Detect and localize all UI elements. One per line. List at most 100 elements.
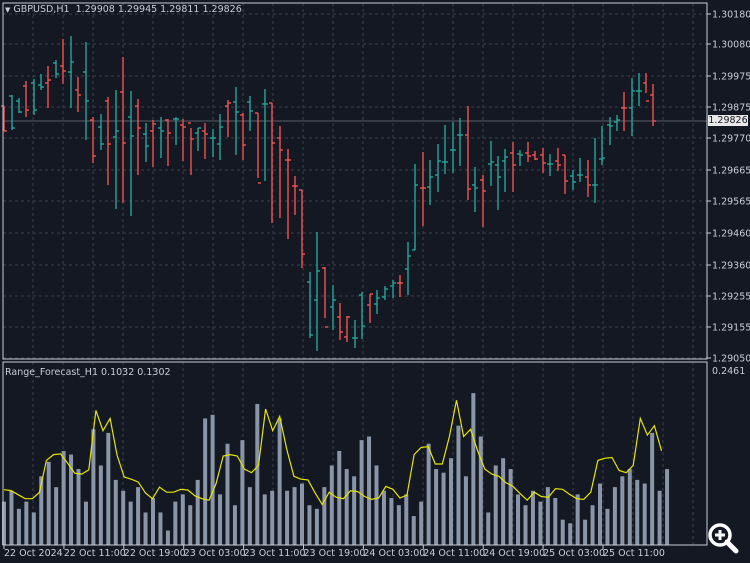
indicator-bar xyxy=(620,476,625,545)
indicator-bar xyxy=(143,512,148,545)
indicator-bar xyxy=(501,458,506,545)
indicator-bar xyxy=(329,465,334,545)
indicator-bar xyxy=(665,469,670,545)
indicator-bar xyxy=(16,508,21,545)
ohlc-bar xyxy=(374,290,380,314)
indicator-bar xyxy=(54,487,59,545)
indicator-bar xyxy=(31,512,36,545)
ohlc-bar xyxy=(75,77,81,112)
ohlc-bar xyxy=(330,285,336,330)
indicator-bar xyxy=(426,443,431,545)
ohlc-bar xyxy=(188,122,194,175)
ohlc-bar xyxy=(502,149,508,192)
indicator-bar xyxy=(456,425,461,545)
indicator-bar xyxy=(203,418,208,545)
indicator-bar xyxy=(91,429,96,545)
indicator-bar xyxy=(583,519,588,545)
indicator-bar xyxy=(419,501,424,545)
indicator-bar xyxy=(449,458,453,545)
indicator-bar xyxy=(195,479,200,545)
symbol-header[interactable]: ▼ GBPUSD,H1 1.29908 1.29945 1.29811 1.298… xyxy=(5,4,242,16)
indicator-bar xyxy=(225,443,230,545)
indicator-axis-max: 0.2461 xyxy=(712,366,746,377)
ohlc-bar xyxy=(269,102,275,223)
ohlc-bar xyxy=(367,293,373,323)
ohlc-bar xyxy=(128,91,134,216)
indicator-values: 0.1032 0.1302 xyxy=(101,367,171,378)
time-axis-label: 22 Oct 11:00 xyxy=(64,548,126,559)
indicator-bar xyxy=(575,494,580,545)
time-axis-label: 22 Oct 2024 xyxy=(4,548,63,559)
price-axis-label: 1.29360 xyxy=(712,261,750,272)
indicator-bar xyxy=(69,454,74,545)
indicator-bar xyxy=(180,494,185,545)
ohlc-bar xyxy=(352,320,358,348)
indicator-bar xyxy=(151,497,155,545)
ohlc-bar xyxy=(225,100,231,137)
price-axis-label: 1.29050 xyxy=(712,354,750,365)
ohlc-bar xyxy=(359,292,365,339)
ohlc-bar xyxy=(23,81,29,117)
indicator-bar xyxy=(61,450,66,545)
ohlc-bar xyxy=(277,126,283,218)
ohlc-bar xyxy=(120,57,126,203)
ohlc-bar xyxy=(314,232,320,351)
collapse-triangle-icon[interactable]: ▼ xyxy=(5,6,11,14)
ohlc-bar xyxy=(150,120,156,167)
zoom-in-icon xyxy=(708,523,739,554)
indicator-pane-border xyxy=(2,361,708,546)
ohlc-bar xyxy=(525,142,531,162)
price-pane-border xyxy=(2,2,708,360)
current-price-tag: 1.29826 xyxy=(708,115,748,126)
price-axis-label: 1.29565 xyxy=(712,197,750,208)
indicator-bar xyxy=(262,494,267,545)
ohlc-bar xyxy=(592,138,598,203)
indicator-bar xyxy=(218,494,223,545)
price-axis-label: 1.29460 xyxy=(712,229,750,240)
ohlc-bar xyxy=(60,39,66,84)
time-axis-label: 23 Oct 19:00 xyxy=(304,548,366,559)
ohlc-bar xyxy=(480,175,486,227)
indicator-bar xyxy=(188,505,193,545)
ohlc-bar xyxy=(472,167,478,212)
indicator-bar xyxy=(277,418,282,545)
ohlc-bar xyxy=(540,148,546,173)
indicator-bar xyxy=(292,487,297,545)
ohlc-bar xyxy=(397,275,403,297)
ohlc-bar xyxy=(173,117,179,145)
indicator-bar xyxy=(441,472,446,545)
ohlc-bar xyxy=(643,73,649,102)
ohlc-bar xyxy=(570,170,576,190)
indicator-bar xyxy=(128,501,133,545)
ohlc-bar xyxy=(113,90,119,209)
price-axis-label: 1.29975 xyxy=(712,72,750,83)
ohlc-bar xyxy=(53,60,59,78)
ohlc-bar xyxy=(488,141,494,186)
ohlc-bar xyxy=(292,176,298,215)
indicator-bar xyxy=(374,465,379,545)
price-axis-label: 1.29770 xyxy=(712,134,750,145)
ohlc-bar xyxy=(650,84,656,126)
ohlc-bar xyxy=(165,119,171,166)
indicator-name: Range_Forecast_H1 xyxy=(5,367,98,378)
price-axis-label: 1.29665 xyxy=(712,166,750,177)
ohlc-bar xyxy=(202,123,208,159)
indicator-bar xyxy=(210,414,215,545)
ohlc-bar xyxy=(382,286,388,300)
indicator-bar xyxy=(590,505,595,545)
ohlc-bar xyxy=(16,98,22,113)
indicator-bar xyxy=(530,490,535,545)
ohlc-bar xyxy=(83,42,89,140)
indicator-bar xyxy=(2,501,6,545)
indicator-bar xyxy=(545,487,550,545)
ohlc-bar xyxy=(262,89,268,181)
indicator-bar xyxy=(471,393,476,545)
indicator-bar xyxy=(344,469,349,545)
ohlc-bar xyxy=(1,105,7,132)
indicator-bar xyxy=(121,490,126,545)
indicator-bar xyxy=(83,501,88,545)
zoom-button[interactable] xyxy=(705,520,745,560)
ohlc-bar xyxy=(510,142,516,192)
